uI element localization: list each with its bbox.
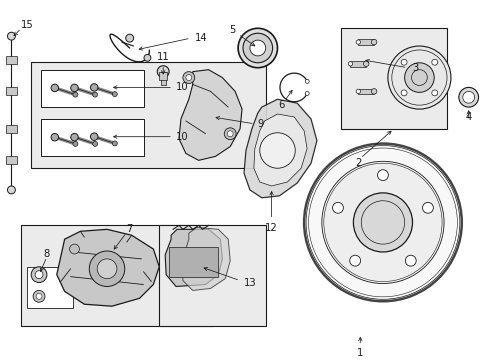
Text: 13: 13 xyxy=(244,278,256,288)
Circle shape xyxy=(90,133,98,140)
Text: 9: 9 xyxy=(257,119,264,129)
Circle shape xyxy=(71,84,78,92)
Circle shape xyxy=(355,40,360,44)
Circle shape xyxy=(227,131,233,137)
Circle shape xyxy=(370,39,376,45)
Circle shape xyxy=(143,54,151,61)
Circle shape xyxy=(405,255,415,266)
Circle shape xyxy=(112,92,117,96)
Circle shape xyxy=(259,133,295,168)
Circle shape xyxy=(243,33,272,63)
Circle shape xyxy=(363,61,368,67)
Circle shape xyxy=(90,84,98,91)
Bar xyxy=(5,56,17,64)
Polygon shape xyxy=(244,99,316,198)
Bar xyxy=(358,89,373,94)
Circle shape xyxy=(157,66,169,77)
Circle shape xyxy=(400,90,406,96)
Circle shape xyxy=(332,202,343,213)
Circle shape xyxy=(92,141,98,147)
Circle shape xyxy=(7,186,15,194)
Circle shape xyxy=(387,46,450,109)
Circle shape xyxy=(92,92,98,97)
Bar xyxy=(31,62,265,168)
Text: 10: 10 xyxy=(176,132,188,142)
Text: 5: 5 xyxy=(228,25,235,35)
Bar xyxy=(5,87,17,95)
Circle shape xyxy=(304,144,461,301)
Polygon shape xyxy=(253,114,306,186)
Text: 10: 10 xyxy=(176,82,188,93)
Circle shape xyxy=(462,91,474,103)
Text: 14: 14 xyxy=(194,33,207,43)
Bar xyxy=(159,225,265,326)
Circle shape xyxy=(125,34,133,42)
Circle shape xyxy=(89,251,124,287)
Text: 7: 7 xyxy=(126,224,133,234)
Text: 6: 6 xyxy=(278,100,284,110)
Polygon shape xyxy=(165,229,222,287)
Bar xyxy=(41,70,144,107)
Circle shape xyxy=(353,193,412,252)
Circle shape xyxy=(400,59,406,65)
Circle shape xyxy=(349,255,360,266)
Bar xyxy=(358,39,373,45)
Circle shape xyxy=(431,59,437,65)
Polygon shape xyxy=(57,229,159,306)
Text: 11: 11 xyxy=(157,52,169,62)
Circle shape xyxy=(305,80,308,84)
Text: 15: 15 xyxy=(21,20,34,30)
Circle shape xyxy=(51,84,59,92)
Circle shape xyxy=(35,271,43,279)
Bar xyxy=(5,125,17,133)
Bar xyxy=(41,119,144,156)
Circle shape xyxy=(422,202,432,213)
Circle shape xyxy=(185,75,191,81)
Bar xyxy=(350,61,366,67)
Circle shape xyxy=(458,87,478,107)
Circle shape xyxy=(404,63,433,93)
Text: 4: 4 xyxy=(465,112,471,122)
Circle shape xyxy=(431,90,437,96)
Circle shape xyxy=(370,89,376,94)
Polygon shape xyxy=(179,70,242,160)
Circle shape xyxy=(36,293,42,299)
Circle shape xyxy=(7,32,15,40)
Circle shape xyxy=(224,128,236,140)
Bar xyxy=(5,156,17,164)
Bar xyxy=(27,267,72,308)
Circle shape xyxy=(73,141,78,147)
Circle shape xyxy=(305,91,308,95)
Circle shape xyxy=(238,28,277,68)
Bar xyxy=(159,72,167,80)
Circle shape xyxy=(71,134,78,141)
Circle shape xyxy=(355,89,360,94)
Circle shape xyxy=(69,244,79,254)
Circle shape xyxy=(31,267,47,283)
Text: 1: 1 xyxy=(356,348,363,357)
Circle shape xyxy=(51,134,59,141)
Circle shape xyxy=(33,291,45,302)
Circle shape xyxy=(183,72,194,84)
Text: 12: 12 xyxy=(264,224,277,233)
Circle shape xyxy=(249,40,265,56)
Circle shape xyxy=(112,141,117,146)
Text: 2: 2 xyxy=(354,158,361,168)
Bar xyxy=(161,72,165,85)
Circle shape xyxy=(347,62,352,66)
Circle shape xyxy=(73,92,78,97)
Text: 8: 8 xyxy=(44,249,50,259)
Bar xyxy=(21,225,213,326)
Circle shape xyxy=(377,170,387,181)
Text: 3: 3 xyxy=(412,63,418,73)
Bar xyxy=(169,247,218,276)
Bar xyxy=(340,28,446,129)
Circle shape xyxy=(321,161,443,284)
Circle shape xyxy=(97,259,117,279)
Polygon shape xyxy=(183,228,230,291)
